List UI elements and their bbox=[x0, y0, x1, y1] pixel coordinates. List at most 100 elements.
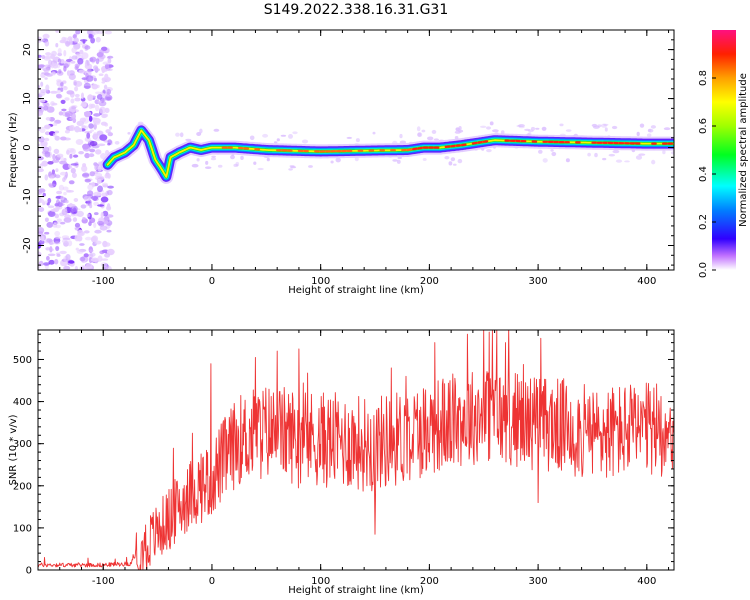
noise-blob bbox=[59, 171, 67, 176]
noise-blob bbox=[63, 265, 71, 270]
noise-blob bbox=[66, 58, 73, 63]
noise-blob bbox=[280, 134, 287, 137]
noise-blob bbox=[565, 129, 572, 132]
noise-blob bbox=[88, 153, 95, 158]
noise-blob bbox=[636, 131, 640, 137]
noise-blob bbox=[46, 238, 53, 243]
noise-blob bbox=[602, 157, 607, 161]
snr-y-tick-label: 500 bbox=[13, 355, 32, 366]
noise-blob bbox=[82, 173, 90, 177]
noise-blob bbox=[97, 166, 102, 172]
noise-blob bbox=[96, 94, 103, 100]
noise-blob bbox=[63, 50, 67, 57]
noise-blob bbox=[69, 38, 73, 46]
noise-blob bbox=[93, 201, 99, 206]
noise-blob bbox=[421, 129, 426, 133]
noise-blob bbox=[38, 111, 41, 117]
noise-blob bbox=[253, 161, 257, 165]
noise-blob bbox=[97, 143, 106, 147]
noise-blob bbox=[70, 163, 79, 166]
noise-blob bbox=[73, 213, 79, 217]
noise-blob bbox=[211, 155, 216, 158]
noise-blob bbox=[74, 97, 81, 102]
noise-blob bbox=[88, 123, 94, 129]
noise-blob bbox=[70, 167, 76, 174]
noise-blob bbox=[60, 82, 64, 87]
noise-blob bbox=[38, 251, 42, 258]
snr-x-tick-label: -100 bbox=[92, 576, 115, 587]
noise-blob bbox=[82, 39, 86, 44]
noise-blob bbox=[50, 209, 58, 212]
noise-blob bbox=[103, 242, 111, 247]
noise-blob bbox=[179, 132, 184, 138]
noise-blob bbox=[49, 246, 53, 253]
noise-blob bbox=[191, 163, 199, 168]
noise-blob bbox=[38, 227, 45, 234]
noise-blob bbox=[608, 153, 615, 157]
noise-blob bbox=[104, 173, 110, 179]
noise-blob bbox=[54, 236, 62, 239]
noise-blob bbox=[433, 138, 439, 141]
noise-blob bbox=[57, 201, 63, 208]
noise-blob bbox=[40, 143, 48, 148]
noise-blob bbox=[76, 249, 84, 254]
noise-blob bbox=[60, 155, 64, 163]
noise-blob bbox=[73, 33, 78, 37]
noise-blob bbox=[47, 253, 56, 257]
noise-blob bbox=[233, 163, 239, 167]
noise-blob bbox=[107, 55, 114, 59]
spectrogram-x-tick-label: 400 bbox=[637, 276, 656, 287]
noise-blob bbox=[550, 149, 554, 152]
noise-blob bbox=[104, 253, 111, 258]
noise-blob bbox=[73, 81, 77, 86]
noise-blob bbox=[108, 251, 113, 255]
noise-blob bbox=[93, 77, 97, 82]
noise-blob bbox=[530, 126, 536, 131]
noise-blob bbox=[102, 210, 109, 217]
frequency-track-core bbox=[406, 148, 413, 152]
noise-blob bbox=[62, 186, 69, 191]
noise-blob bbox=[93, 113, 101, 117]
noise-blob bbox=[422, 158, 427, 161]
noise-blob bbox=[354, 156, 359, 162]
noise-blob bbox=[66, 70, 71, 76]
noise-blob bbox=[68, 260, 75, 264]
snr-y-axis-label: SNR (10 * v/v) bbox=[8, 414, 19, 485]
noise-blob bbox=[53, 241, 61, 245]
noise-blob bbox=[288, 168, 293, 171]
snr-x-tick-label: 200 bbox=[420, 576, 439, 587]
noise-blob bbox=[273, 141, 278, 144]
figure-title: S149.2022.338.16.31.G31 bbox=[264, 2, 449, 18]
noise-blob bbox=[399, 133, 403, 139]
noise-blob bbox=[100, 196, 109, 203]
noise-blob bbox=[90, 37, 95, 44]
colorbar: 0.0 0.2 0.4 0.6 0.8 Normalized spectral ampl… bbox=[698, 30, 749, 278]
colorbar-gradient bbox=[712, 30, 736, 270]
spectrogram-y-tick-label: 0 bbox=[22, 144, 33, 150]
noise-blob bbox=[81, 92, 84, 99]
noise-blob bbox=[276, 138, 280, 142]
noise-blob bbox=[54, 258, 59, 265]
noise-blob bbox=[335, 157, 341, 163]
noise-blob bbox=[301, 139, 309, 144]
noise-blob bbox=[84, 236, 92, 241]
noise-blob bbox=[647, 128, 652, 132]
noise-blob bbox=[66, 150, 70, 155]
noise-blob bbox=[44, 77, 48, 80]
noise-blob bbox=[87, 68, 92, 73]
colorbar-tick-label: 0.6 bbox=[698, 118, 709, 134]
noise-blob bbox=[541, 126, 547, 131]
noise-blob bbox=[63, 217, 72, 223]
noise-blob bbox=[61, 239, 68, 244]
noise-blob bbox=[54, 230, 61, 237]
noise-blob bbox=[210, 157, 217, 161]
noise-blob bbox=[106, 88, 112, 95]
spectrogram-frequency-track bbox=[100, 123, 674, 184]
noise-blob bbox=[98, 106, 107, 114]
noise-blob bbox=[646, 133, 652, 137]
colorbar-ticks: 0.0 0.2 0.4 0.6 0.8 bbox=[698, 70, 716, 278]
noise-blob bbox=[107, 132, 114, 137]
spectrogram-y-tick-label: 10 bbox=[22, 92, 33, 105]
noise-blob bbox=[60, 99, 66, 104]
